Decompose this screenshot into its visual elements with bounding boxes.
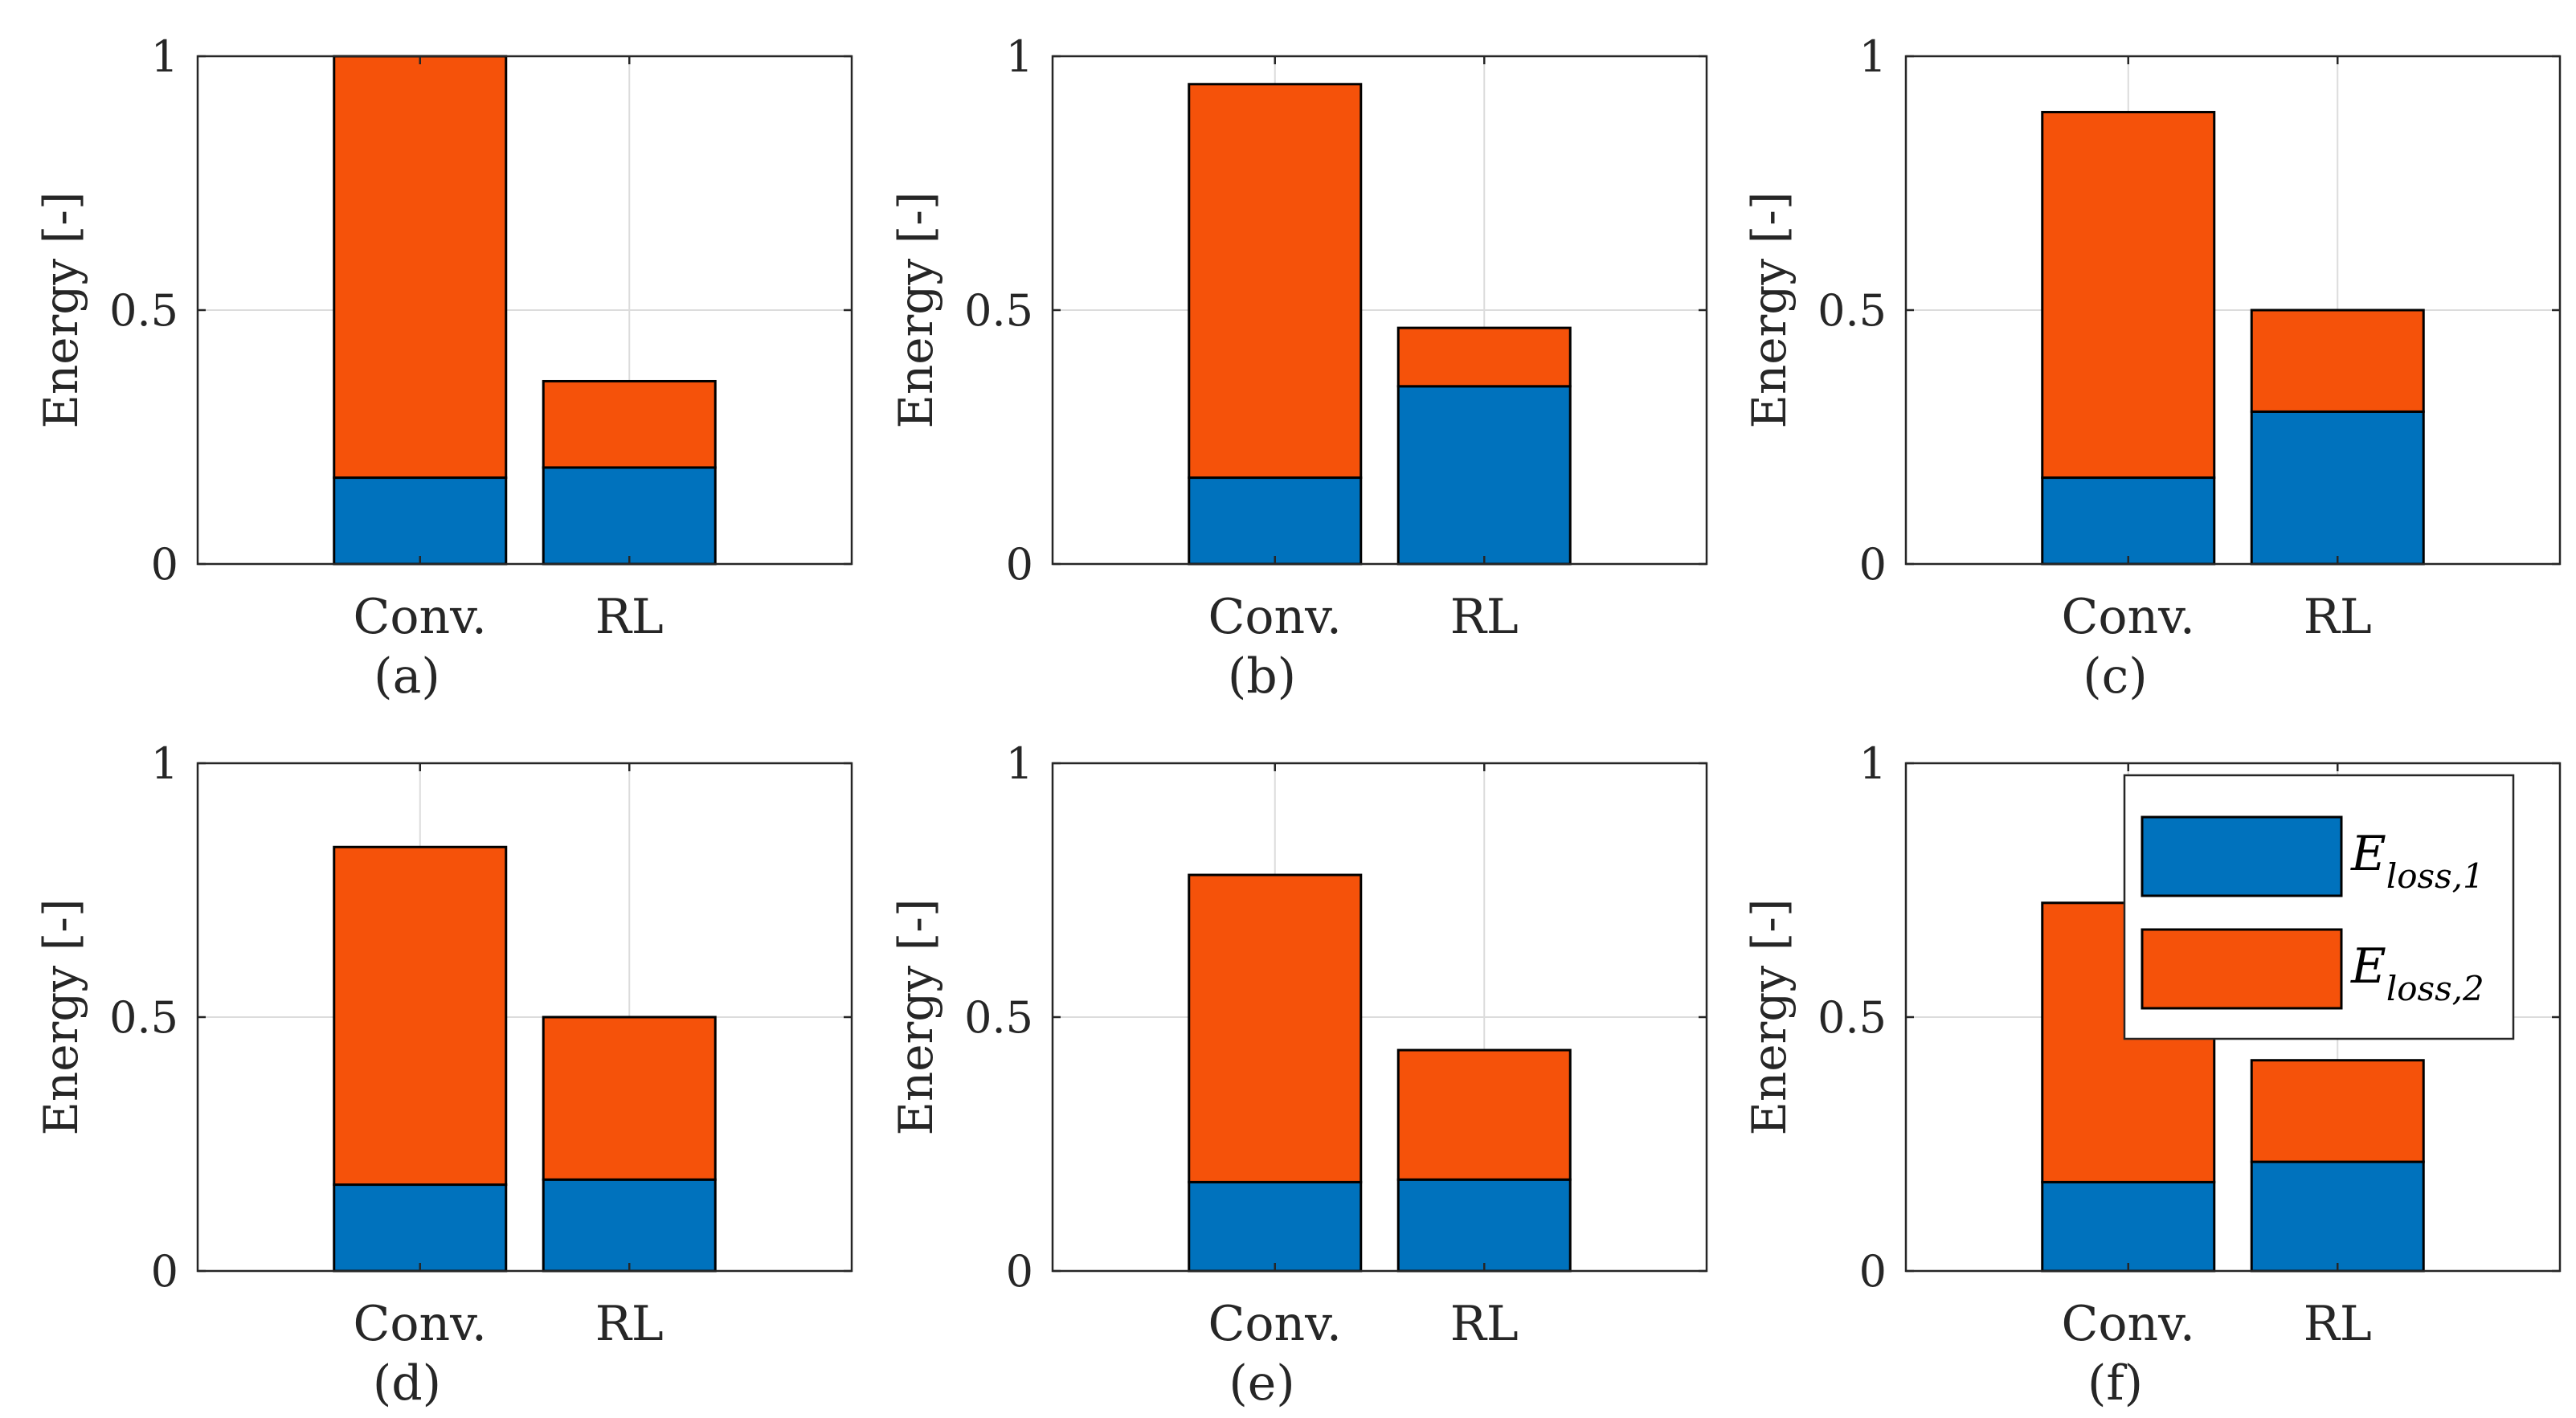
subplot-b: 0 0.5 1 Conv. RL Energy [-] (b)	[889, 31, 1708, 705]
x-tick-label-rl: RL	[2304, 589, 2372, 645]
bar-eloss1-rl	[542, 466, 717, 566]
y-tick-label: 0	[1859, 539, 1887, 590]
bar-eloss2-rl	[1396, 326, 1572, 388]
y-tick-label: 0	[151, 1246, 178, 1297]
subplot-label: (e)	[1229, 1355, 1294, 1412]
y-tick-label: 0.5	[109, 992, 178, 1043]
x-tick-label-rl: RL	[1450, 1296, 1519, 1352]
bar-eloss2-rl	[2250, 309, 2425, 413]
y-axis-label: Energy [-]	[889, 192, 943, 429]
bar-eloss2-rl	[542, 1015, 717, 1181]
y-axis-label: Energy [-]	[1742, 899, 1797, 1136]
y-axis-label: Energy [-]	[1742, 192, 1797, 429]
x-tick-label-rl: RL	[595, 1296, 664, 1352]
y-tick-label: 1	[151, 738, 178, 789]
x-tick-label-rl: RL	[2304, 1296, 2372, 1352]
x-tick-label-conv: Conv.	[353, 589, 487, 645]
subplot-label: (d)	[373, 1355, 441, 1412]
bar-eloss1-conv	[1188, 1180, 1363, 1273]
subplot-label: (a)	[374, 648, 440, 705]
subplot-d: 0 0.5 1 Conv. RL Energy [-] (d)	[34, 738, 853, 1412]
y-tick-label: 1	[151, 31, 178, 82]
y-tick-label: 0	[151, 539, 178, 590]
subplot-e: 0 0.5 1 Conv. RL Energy [-] (e)	[889, 738, 1708, 1412]
x-tick-label-conv: Conv.	[353, 1296, 487, 1352]
legend-swatch-loss2	[2141, 928, 2343, 1010]
subplot-a: 0 0.5 1 Conv. RL Energy [-] (a)	[34, 31, 853, 705]
bar-eloss2-conv	[1188, 83, 1363, 480]
legend-swatch-loss1	[2141, 815, 2343, 897]
bar-eloss1-conv	[333, 1183, 508, 1273]
subplot-label: (f)	[2087, 1355, 2143, 1412]
y-tick-label: 0.5	[109, 285, 178, 336]
bar-eloss1-conv	[2041, 1180, 2216, 1273]
x-tick-label-conv: Conv.	[2061, 589, 2195, 645]
bar-eloss1-conv	[1188, 476, 1363, 566]
y-tick-label: 0	[1006, 539, 1033, 590]
y-tick-label: 0.5	[1818, 992, 1887, 1043]
y-tick-label: 0	[1859, 1246, 1887, 1297]
y-axis-label: Energy [-]	[34, 899, 88, 1136]
legend-label-loss2: Eloss,2	[2350, 938, 2484, 1008]
y-axis-label: Energy [-]	[34, 192, 88, 429]
y-tick-label: 0.5	[964, 285, 1033, 336]
y-tick-label: 1	[1859, 738, 1887, 789]
bar-eloss1-rl	[542, 1178, 717, 1273]
y-tick-label: 1	[1859, 31, 1887, 82]
y-axis-label: Energy [-]	[889, 899, 943, 1136]
y-tick-label: 1	[1006, 31, 1033, 82]
bar-eloss2-conv	[2041, 111, 2216, 480]
bar-eloss1-conv	[2041, 476, 2216, 566]
x-tick-label-conv: Conv.	[2061, 1296, 2195, 1352]
legend: Eloss,1 Eloss,2	[2123, 774, 2515, 1040]
y-tick-label: 1	[1006, 738, 1033, 789]
bar-eloss2-conv	[333, 845, 508, 1187]
legend-label-loss1: Eloss,1	[2350, 826, 2484, 896]
bar-eloss1-conv	[333, 476, 508, 566]
x-tick-label-conv: Conv.	[1208, 1296, 1342, 1352]
bar-eloss1-rl	[1396, 1178, 1572, 1273]
bar-eloss2-rl	[542, 379, 717, 469]
x-tick-label-rl: RL	[595, 589, 664, 645]
bar-eloss2-rl	[1396, 1048, 1572, 1181]
y-tick-label: 0.5	[1818, 285, 1887, 336]
subplot-c: 0 0.5 1 Conv. RL Energy [-] (c)	[1742, 31, 2562, 705]
bar-eloss1-rl	[2250, 1160, 2425, 1273]
subplot-label: (c)	[2083, 648, 2147, 705]
bar-eloss1-rl	[1396, 385, 1572, 566]
x-tick-label-conv: Conv.	[1208, 589, 1342, 645]
bar-eloss1-rl	[2250, 410, 2425, 566]
bar-eloss2-rl	[2250, 1059, 2425, 1163]
y-tick-label: 0	[1006, 1246, 1033, 1297]
bar-eloss2-conv	[333, 55, 508, 480]
y-tick-label: 0.5	[964, 992, 1033, 1043]
bar-eloss2-conv	[1188, 873, 1363, 1183]
subplot-label: (b)	[1228, 648, 1296, 705]
x-tick-label-rl: RL	[1450, 589, 1519, 645]
